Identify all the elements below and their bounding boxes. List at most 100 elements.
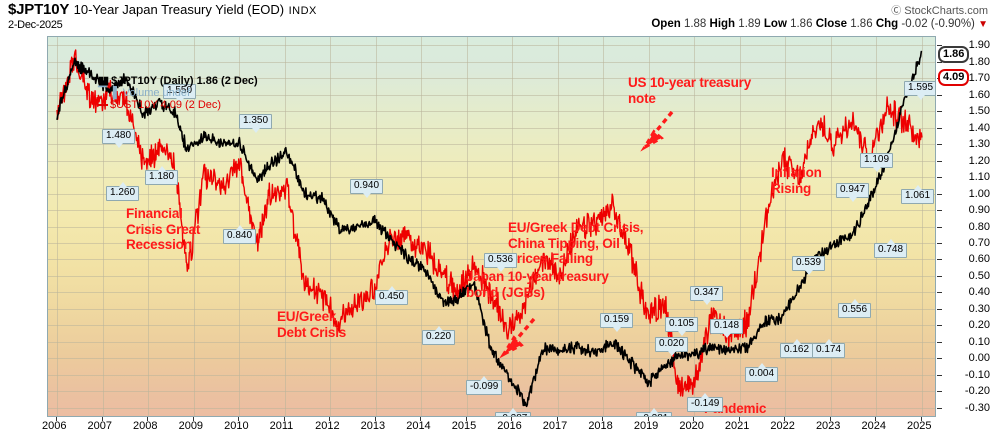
gridline-vertical xyxy=(57,37,58,416)
callout-label: 0.220 xyxy=(426,331,452,342)
callout-label: -0.099 xyxy=(470,381,499,392)
callout-tip xyxy=(114,143,123,148)
callout-1550[interactable]: 1.550 xyxy=(163,84,197,103)
x-axis-tick-mark xyxy=(101,417,103,421)
gridline-vertical xyxy=(421,37,422,416)
annotation-us-10yr-note: US 10-year treasury note xyxy=(628,75,752,106)
symbol-description: 10-Year Japan Treasury Yield (EOD) xyxy=(73,2,285,17)
callout-0539[interactable]: 0.539 xyxy=(792,256,826,275)
annotation-financial-crisis: Financial Crisis Great Recession xyxy=(126,206,201,252)
callout-1260[interactable]: 1.260 xyxy=(106,182,140,201)
y-axis-tick-mark xyxy=(937,325,942,327)
y-axis-tick-mark xyxy=(937,242,942,244)
close-value: 1.86 xyxy=(850,18,873,30)
callout-label: 0.105 xyxy=(669,318,695,329)
callout-tip xyxy=(757,363,766,368)
annotation-japan-jgb: Japan 10-year treasury bond (JGBs) xyxy=(466,269,609,300)
callout-1109[interactable]: 1.109 xyxy=(860,153,894,172)
callout-label: 0.347 xyxy=(694,287,720,298)
y-axis-tick-label: 0.80 xyxy=(968,220,990,233)
gridline-vertical xyxy=(831,37,832,416)
x-axis-tick-label: 2012 xyxy=(315,420,340,432)
callout-0947[interactable]: 0.947 xyxy=(836,183,870,202)
x-axis-tick-mark xyxy=(465,417,467,421)
y-axis-tick-mark xyxy=(937,259,942,261)
annotation-eu-greek-debt-crisis: EU/Greek Debt Crisis xyxy=(277,309,347,340)
callout-0450[interactable]: 0.450 xyxy=(375,286,409,305)
y-axis-tick-mark xyxy=(937,160,942,162)
gridline-horizontal xyxy=(48,111,935,112)
x-axis-tick-label: 2025 xyxy=(907,420,932,432)
y-axis-tick-label: 1.80 xyxy=(968,55,990,68)
callout-0162[interactable]: 0.162 xyxy=(780,339,814,358)
chart-plot-area[interactable]: Financial Crisis Great Recession EU/Gree… xyxy=(47,36,936,417)
callout-label: 1.061 xyxy=(905,190,931,201)
x-axis-tick-label: 2011 xyxy=(269,420,294,432)
callout-0020[interactable]: 0.020 xyxy=(655,337,689,356)
x-axis-tick-label: 2013 xyxy=(360,420,386,432)
gridline-horizontal xyxy=(48,45,935,46)
callout--0149[interactable]: -0.149 xyxy=(687,393,724,412)
callout-tip xyxy=(362,193,371,198)
callout-label: -0.287 xyxy=(499,413,527,416)
callout-label: 0.020 xyxy=(659,338,685,349)
callout-label: -0.281 xyxy=(640,413,668,416)
y-axis-tick-mark xyxy=(937,226,942,228)
legend-label-ust10y: $UST10Y 4.09 (2 Dec) xyxy=(110,99,222,111)
callout-tip xyxy=(824,339,833,344)
y-axis-tick-label: -0.20 xyxy=(964,385,990,398)
callout--0281[interactable]: -0.281 xyxy=(636,408,673,416)
callout--0287[interactable]: -0.287 xyxy=(495,408,532,416)
open-label: Open xyxy=(651,18,681,30)
callout-label: 0.556 xyxy=(842,304,868,315)
chart-legend: ▮▮ $JPT10Y (Daily) 1.86 (2 Dec) ▔▕▌ Volu… xyxy=(98,75,258,111)
x-axis-tick-mark xyxy=(556,417,558,421)
y-axis-tick-mark xyxy=(937,127,942,129)
y-axis-tick-label: 0.30 xyxy=(968,302,990,315)
x-date-axis: 2006 2007 2008 2009 2010 2011 2012 2013 2014 2015… xyxy=(0,417,994,440)
legend-row-ust10y: $UST10Y 4.09 (2 Dec) xyxy=(98,99,258,111)
x-axis-tick-mark xyxy=(147,417,149,421)
callout-0536[interactable]: 0.536 xyxy=(484,253,518,272)
callout-0220[interactable]: 0.220 xyxy=(422,326,456,345)
y-axis-tick-mark xyxy=(937,341,942,343)
chart-title: $JPT10Y 10-Year Japan Treasury Yield (EO… xyxy=(8,1,317,19)
callout-0148[interactable]: 0.148 xyxy=(710,319,744,338)
callout-1061[interactable]: 1.061 xyxy=(901,185,935,204)
y-axis-tick-label: 1.50 xyxy=(968,105,990,118)
y-axis-tick-label: 1.00 xyxy=(968,187,990,200)
y-axis-tick-mark xyxy=(937,391,942,393)
callout-tip xyxy=(157,166,166,171)
callout-0748[interactable]: 0.748 xyxy=(874,239,908,258)
symbol-exchange: INDX xyxy=(288,5,317,17)
callout-1480[interactable]: 1.480 xyxy=(102,129,136,148)
y-axis-tick-mark xyxy=(937,292,942,294)
callout-0174[interactable]: 0.174 xyxy=(812,339,846,358)
chg-value: -0.02 (-0.90%) xyxy=(901,18,975,30)
y-axis-tick-mark xyxy=(937,45,942,47)
low-label: Low xyxy=(763,18,787,30)
callout-tip xyxy=(480,376,489,381)
line-swatch-icon xyxy=(98,104,108,106)
y-axis-tick-mark xyxy=(937,374,942,376)
callout-0159[interactable]: 0.159 xyxy=(600,313,634,332)
callout-label: -0.149 xyxy=(691,398,720,409)
callout--0099[interactable]: -0.099 xyxy=(466,376,503,395)
brand-label: StockCharts.com xyxy=(904,5,988,17)
callout-1180[interactable]: 1.180 xyxy=(145,166,179,185)
callout-1595[interactable]: 1.595 xyxy=(904,81,935,100)
callout-tip xyxy=(612,327,621,332)
volume-bars-icon: ▔▕▌ xyxy=(98,87,121,99)
callout-1350[interactable]: 1.350 xyxy=(239,114,273,133)
callout-label: 0.004 xyxy=(749,368,775,379)
gridline-horizontal xyxy=(48,408,935,409)
callout-0004[interactable]: 0.004 xyxy=(745,363,779,382)
callout-0940[interactable]: 0.940 xyxy=(350,179,384,198)
callout-0840[interactable]: 0.840 xyxy=(223,225,257,244)
y-axis-tick-label: -0.10 xyxy=(964,368,990,381)
callout-0347[interactable]: 0.347 xyxy=(690,286,724,305)
y-axis-tick-mark xyxy=(937,407,942,409)
callout-0105[interactable]: 0.105 xyxy=(665,317,699,336)
x-axis-tick-mark xyxy=(875,417,877,421)
callout-0556[interactable]: 0.556 xyxy=(838,299,872,318)
